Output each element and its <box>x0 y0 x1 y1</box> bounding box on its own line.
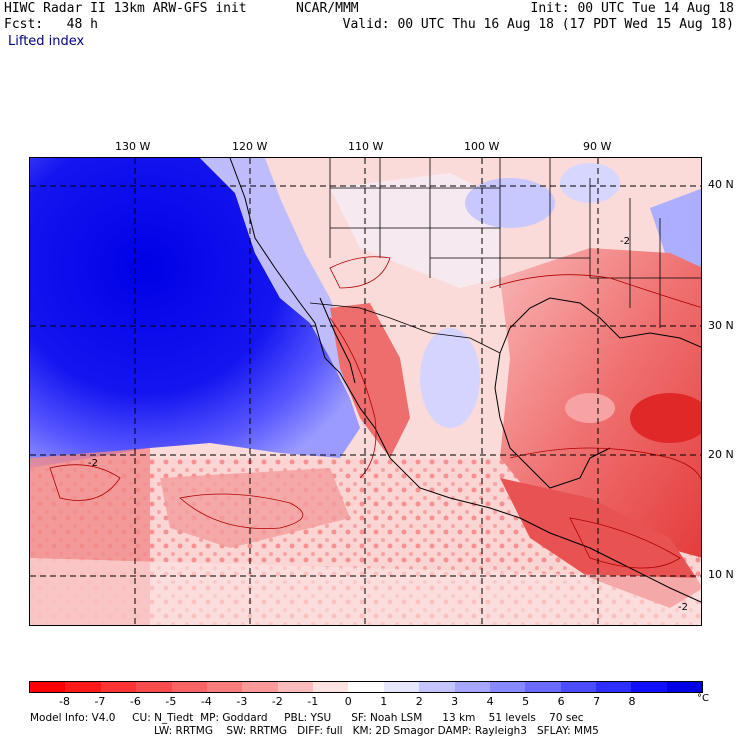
colorbar-swatch <box>525 682 561 692</box>
contour-label-3: -2 <box>678 602 688 613</box>
colorbar-tick-label: -6 <box>129 695 141 708</box>
colorbar-tick-label: 4 <box>486 695 494 708</box>
coastal-strip <box>200 158 365 428</box>
map-canvas: -2 -2 -2 <box>30 158 701 625</box>
northern-plains-stable <box>465 178 555 228</box>
colorbar-swatch <box>136 682 172 692</box>
colorbar-tick-label: -5 <box>165 695 177 708</box>
plains-region <box>330 173 500 288</box>
colorbar-swatch <box>383 682 420 692</box>
colorbar-tick-label: -3 <box>236 695 248 708</box>
colorbar-tick-label: 1 <box>380 695 388 708</box>
colorbar-tick-label: 5 <box>522 695 530 708</box>
colorbar <box>29 681 703 693</box>
colorbar-swatch <box>666 682 703 692</box>
colorbar-swatch <box>596 682 632 692</box>
lon-label-90w: 90 W <box>583 140 612 153</box>
colorbar-swatch <box>489 682 526 692</box>
lon-label-120w: 120 W <box>232 140 268 153</box>
sierra-madre-unstable <box>330 303 410 458</box>
colorbar-swatch <box>348 682 384 692</box>
colorbar-tick-label: 3 <box>451 695 459 708</box>
itcz-central <box>160 468 350 548</box>
colorbar-swatch <box>277 682 313 692</box>
colorbar-tick-label: -1 <box>307 695 319 708</box>
colorbar-tick-label: -7 <box>94 695 106 708</box>
lon-label-130w: 130 W <box>115 140 151 153</box>
model-info-line-2: LW: RRTMG SW: RRTMG DIFF: full KM: 2D Sm… <box>154 725 599 737</box>
colorbar-swatch <box>100 682 137 692</box>
lat-label-20n: 20 N <box>708 448 734 461</box>
colorbar-swatch <box>454 682 490 692</box>
colorbar-tick-label: -8 <box>58 695 70 708</box>
colorbar-tick-label: 7 <box>593 695 601 708</box>
field-name: Lifted index <box>8 34 85 49</box>
lifted-index-map: -2 -2 -2 <box>29 157 702 626</box>
colorbar-tick-label: 2 <box>415 695 423 708</box>
colorbar-tick-label: 8 <box>628 695 636 708</box>
lat-label-10n: 10 N <box>708 568 734 581</box>
init-time: Init: 00 UTC Tue 14 Aug 18 <box>530 1 735 16</box>
valid-time: Valid: 00 UTC Thu 16 Aug 18 (17 PDT Wed … <box>342 17 734 32</box>
colorbar-tick-label: 0 <box>344 695 352 708</box>
lat-label-40n: 40 N <box>708 178 734 191</box>
colorbar-tick-label: -2 <box>271 695 283 708</box>
colorbar-swatch <box>242 682 278 692</box>
caribbean-max-instability <box>630 393 701 443</box>
colorbar-tick-label: -4 <box>200 695 212 708</box>
contour-label-1: -2 <box>88 458 98 469</box>
colorbar-swatch <box>171 682 207 692</box>
colorbar-unit: °C <box>697 693 709 704</box>
model-info-line-1: Model Info: V4.0 CU: N_Tiedt MP: Goddard… <box>30 712 584 724</box>
lon-label-100w: 100 W <box>464 140 500 153</box>
colorbar-swatch <box>313 682 349 692</box>
colorbar-swatch <box>419 682 455 692</box>
lon-label-110w: 110 W <box>348 140 384 153</box>
lat-label-30n: 30 N <box>708 319 734 332</box>
pacific-stable-region <box>30 158 360 468</box>
model-title: HIWC Radar II 13km ARW-GFS init <box>4 1 247 16</box>
mexican-plateau-stable <box>420 328 480 428</box>
colorbar-swatch <box>206 682 243 692</box>
contours <box>49 256 701 569</box>
colorbar-swatch <box>631 682 667 692</box>
gulf-moderate <box>565 393 615 423</box>
graticule <box>30 158 701 625</box>
center-name: NCAR/MMM <box>296 1 359 16</box>
east-coast-stable <box>650 188 701 278</box>
colorbar-swatch <box>30 682 66 692</box>
colorbar-swatch <box>560 682 596 692</box>
forecast-hour: Fcst: 48 h <box>4 17 98 32</box>
colorbar-tick-label: 6 <box>557 695 565 708</box>
contour-label-2: -2 <box>620 236 630 247</box>
colorbar-swatch <box>65 682 101 692</box>
